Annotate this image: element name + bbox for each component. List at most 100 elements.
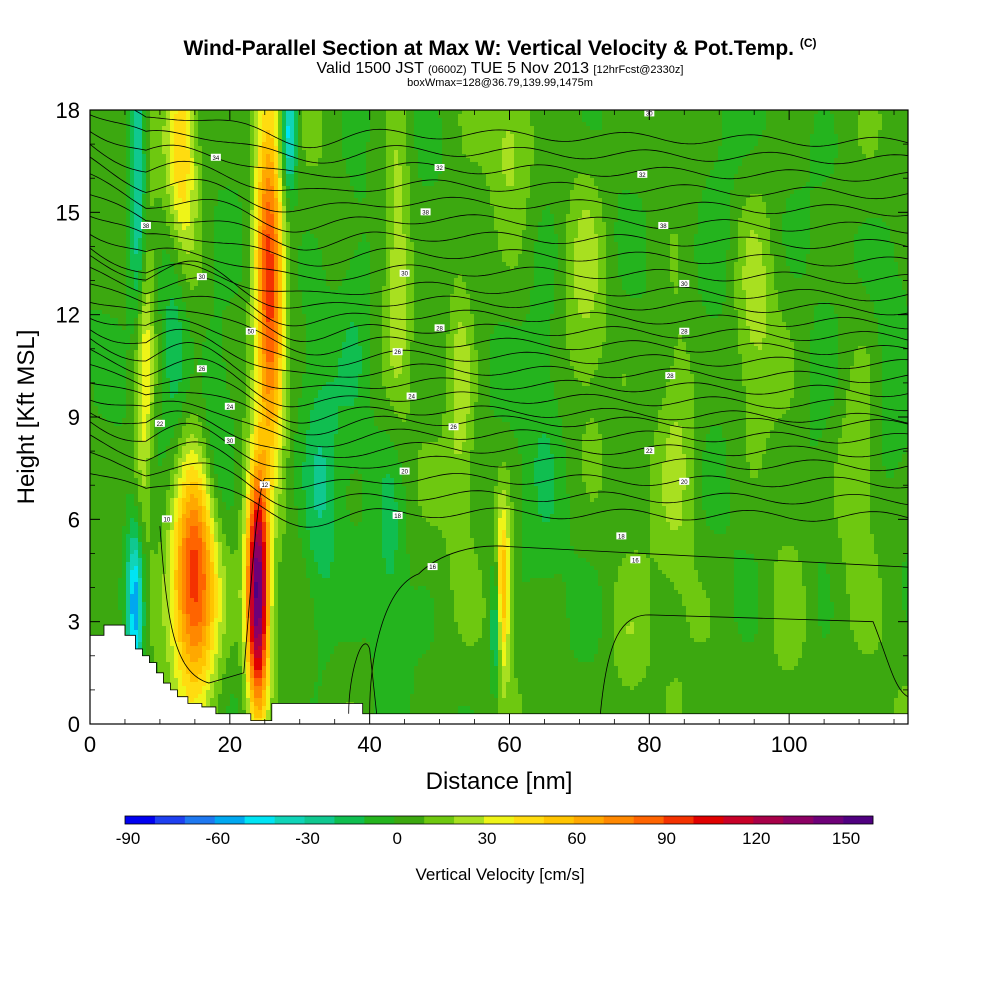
w-cell — [858, 122, 863, 127]
w-cell — [866, 122, 871, 127]
w-cell — [718, 122, 723, 127]
w-cell — [130, 118, 135, 123]
w-cell — [490, 114, 495, 119]
w-cell — [286, 114, 291, 119]
w-cell — [258, 110, 263, 115]
w-cell — [582, 118, 587, 123]
w-cell — [566, 126, 571, 131]
w-cell — [834, 122, 839, 127]
w-cell — [710, 126, 715, 131]
w-cell — [426, 110, 431, 115]
w-cell — [522, 122, 527, 127]
w-cell — [834, 114, 839, 119]
w-cell — [890, 122, 895, 127]
w-cell — [570, 118, 575, 123]
w-cell — [346, 118, 351, 123]
w-cell — [438, 114, 443, 119]
w-cell — [798, 110, 803, 115]
w-cell — [802, 118, 807, 123]
w-cell — [266, 126, 271, 131]
w-cell — [342, 122, 347, 127]
w-cell — [130, 110, 135, 115]
w-cell — [214, 114, 219, 119]
w-cell — [174, 126, 179, 131]
w-cell — [806, 122, 811, 127]
w-cell — [170, 114, 175, 119]
w-cell — [242, 118, 247, 123]
w-cell — [186, 110, 191, 115]
w-cell — [578, 122, 583, 127]
w-cell — [786, 110, 791, 115]
w-cell — [494, 118, 499, 123]
w-cell — [378, 122, 383, 127]
w-cell — [306, 122, 311, 127]
w-cell — [458, 122, 463, 127]
w-cell — [406, 110, 411, 115]
w-cell — [754, 118, 759, 123]
w-cell — [286, 110, 291, 115]
w-cell — [706, 110, 711, 115]
w-cell — [722, 110, 727, 115]
w-cell — [850, 110, 855, 115]
w-cell — [618, 110, 623, 115]
w-cell — [94, 122, 99, 127]
w-cell — [458, 126, 463, 131]
w-cell — [650, 126, 655, 131]
w-cell — [562, 110, 567, 115]
w-cell — [778, 126, 783, 131]
w-cell — [98, 126, 103, 131]
w-cell — [586, 122, 591, 127]
w-cell — [798, 122, 803, 127]
w-cell — [874, 126, 879, 131]
w-cell — [614, 126, 619, 131]
w-cell — [510, 114, 515, 119]
w-cell — [662, 110, 667, 115]
w-cell — [306, 118, 311, 123]
w-cell — [806, 118, 811, 123]
w-cell — [666, 114, 671, 119]
w-cell — [730, 126, 735, 131]
w-cell — [478, 118, 483, 123]
w-cell — [518, 110, 523, 115]
w-cell — [530, 126, 535, 131]
w-cell — [538, 118, 543, 123]
w-cell — [514, 126, 519, 131]
w-cell — [846, 126, 851, 131]
w-cell — [494, 122, 499, 127]
w-cell — [718, 114, 723, 119]
w-cell — [450, 114, 455, 119]
w-cell — [626, 126, 631, 131]
w-cell — [730, 118, 735, 123]
w-cell — [774, 126, 779, 131]
w-cell — [838, 110, 843, 115]
w-cell — [662, 114, 667, 119]
w-cell — [450, 126, 455, 131]
w-cell — [98, 122, 103, 127]
w-cell — [542, 122, 547, 127]
w-cell — [378, 114, 383, 119]
w-cell — [354, 118, 359, 123]
w-cell — [250, 118, 255, 123]
w-cell — [590, 122, 595, 127]
w-cell — [714, 126, 719, 131]
w-cell — [518, 122, 523, 127]
w-cell — [742, 122, 747, 127]
w-cell — [138, 118, 143, 123]
w-cell — [818, 110, 823, 115]
w-cell — [330, 110, 335, 115]
w-cell — [594, 114, 599, 119]
w-cell — [350, 110, 355, 115]
w-cell — [494, 114, 499, 119]
w-cell — [414, 126, 419, 131]
w-cell — [558, 118, 563, 123]
w-cell — [482, 110, 487, 115]
w-cell — [634, 114, 639, 119]
w-cell — [806, 114, 811, 119]
w-cell — [618, 118, 623, 123]
w-cell — [254, 114, 259, 119]
w-cell — [186, 130, 191, 135]
w-cell — [818, 126, 823, 131]
w-cell — [410, 118, 415, 123]
w-cell — [814, 126, 819, 131]
w-cell — [382, 110, 387, 115]
